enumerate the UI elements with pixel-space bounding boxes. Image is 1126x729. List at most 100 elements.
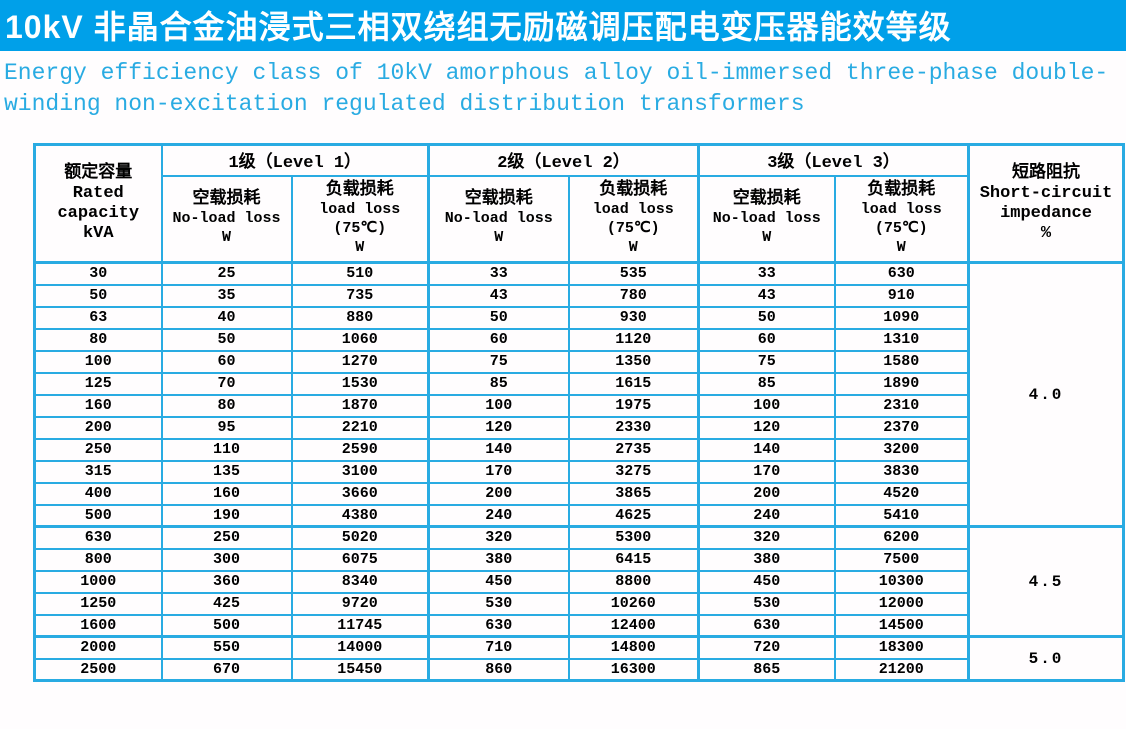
loss-value-cell: 530 [697,591,836,616]
loss-value-cell: 12000 [833,591,970,616]
loss-value-cell: 12400 [567,613,700,638]
loss-value-cell: 25 [160,261,293,286]
table-row: 630 250 5020 320 5300 320 6200 4.5 [33,525,1125,638]
loss-value-cell: 190 [160,503,293,528]
loss-value-cell: 300 [160,547,293,572]
header-line: 空载损耗 [732,190,801,210]
loss-value-cell: 7500 [833,547,970,572]
header-level-3: 3级（Level 3） [697,143,970,177]
loss-value-cell: 85 [697,371,836,396]
header-line: load loss [592,200,674,218]
loss-value-cell: 4625 [567,503,700,528]
header-line: Short-circuit [979,183,1113,203]
loss-value-cell: 110 [160,437,293,462]
header-level-1: 1级（Level 1） [160,143,430,177]
loss-value-cell: 14000 [290,635,430,660]
loss-value-cell: 425 [160,591,293,616]
table-row: 800 300 6075 380 6415 380 7500 [33,547,1124,572]
loss-value-cell: 43 [697,283,836,308]
loss-value-cell: 630 [427,613,570,638]
rated-capacity-cell: 500 [33,503,163,528]
loss-value-cell: 120 [427,415,570,440]
subtitle-line-2: winding non-excitation regulated distrib… [4,91,805,117]
rated-capacity-cell: 1250 [33,591,163,616]
loss-value-cell: 240 [697,503,836,528]
rated-capacity-cell: 30 [33,261,163,286]
loss-value-cell: 33 [427,261,570,286]
efficiency-table: 额定容量 Rated capacity kVA 1级（Level 1） 2级（Leve… [33,143,1125,682]
loss-value-cell: 2310 [833,393,970,418]
loss-value-cell: 14500 [833,613,970,638]
header-line: 负载损耗 [599,180,668,200]
table-row: 500 190 4380 240 4625 240 5410 [33,503,1124,528]
header-line: 短路阻抗 [1012,163,1080,183]
loss-value-cell: 160 [160,481,293,506]
loss-value-cell: 50 [697,305,836,330]
table-row: 160 80 1870 100 1975 100 2310 [33,393,1124,418]
rated-capacity-cell: 200 [33,415,163,440]
table-row: 1600 500 11745 630 12400 630 14500 [33,613,1124,638]
rated-capacity-cell: 100 [33,349,163,374]
header-short-circuit-impedance: 短路阻抗 Short-circuit impedance% [967,143,1125,264]
loss-value-cell: 10300 [833,569,970,594]
loss-value-cell: 60 [160,349,293,374]
loss-value-cell: 35 [160,283,293,308]
rated-capacity-cell: 2000 [33,635,163,660]
loss-value-cell: 930 [567,305,700,330]
loss-value-cell: 4380 [290,503,430,528]
header-line: 空载损耗 [464,190,533,210]
loss-value-cell: 1975 [567,393,700,418]
loss-value-cell: 735 [290,283,430,308]
loss-value-cell: 50 [427,305,570,330]
short-circuit-impedance-cell: 4.0 [967,261,1125,528]
header-line: W [221,229,231,247]
header-line: 额定容量 [64,163,133,183]
loss-value-cell: 8340 [290,569,430,594]
loss-value-cell: 1530 [290,371,430,396]
loss-value-cell: 14800 [567,635,700,660]
loss-value-cell: 630 [697,613,836,638]
loss-value-cell: 70 [160,371,293,396]
loss-value-cell: 530 [427,591,570,616]
header-line: W [494,229,504,247]
header-line: (75℃) [333,219,387,237]
table-row: 100 60 1270 75 1350 75 1580 [33,349,1124,374]
loss-value-cell: 33 [697,261,836,286]
loss-value-cell: 550 [160,635,293,660]
rated-capacity-cell: 630 [33,525,163,550]
loss-value-cell: 865 [697,657,836,682]
loss-value-cell: 6415 [567,547,700,572]
header-no-load-loss-level-2: 空载损耗 No-load loss W [427,174,570,264]
header-level-2: 2级（Level 2） [427,143,700,177]
loss-value-cell: 6200 [833,525,970,550]
loss-value-cell: 75 [427,349,570,374]
rated-capacity-cell: 800 [33,547,163,572]
loss-value-cell: 2735 [567,437,700,462]
header-line: No-load loss [444,210,553,228]
rated-capacity-cell: 1000 [33,569,163,594]
loss-value-cell: 510 [290,261,430,286]
loss-value-cell: 380 [697,547,836,572]
loss-value-cell: 3865 [567,481,700,506]
header-line: W [628,238,638,256]
loss-value-cell: 360 [160,569,293,594]
loss-value-cell: 2370 [833,415,970,440]
table-row: 250 110 2590 140 2735 140 3200 [33,437,1124,462]
loss-value-cell: 670 [160,657,293,682]
loss-value-cell: 43 [427,283,570,308]
loss-value-cell: 710 [427,635,570,660]
header-line: impedance [1000,203,1092,223]
loss-value-cell: 5300 [567,525,700,550]
short-circuit-impedance-cell: 5.0 [967,635,1125,682]
header-line: kVA [82,223,114,243]
page-title: 10kV 非晶合金油浸式三相双绕组无励磁调压配电变压器能效等级 [5,8,952,45]
loss-value-cell: 500 [160,613,293,638]
loss-value-cell: 50 [160,327,293,352]
header-load-loss-level-3: 负载损耗 load loss (75℃) W [833,174,970,264]
header-line: W [762,229,772,247]
loss-value-cell: 85 [427,371,570,396]
rated-capacity-cell: 1600 [33,613,163,638]
loss-value-cell: 3275 [567,459,700,484]
header-load-loss-level-2: 负载损耗 load loss (75℃) W [567,174,700,264]
loss-value-cell: 240 [427,503,570,528]
